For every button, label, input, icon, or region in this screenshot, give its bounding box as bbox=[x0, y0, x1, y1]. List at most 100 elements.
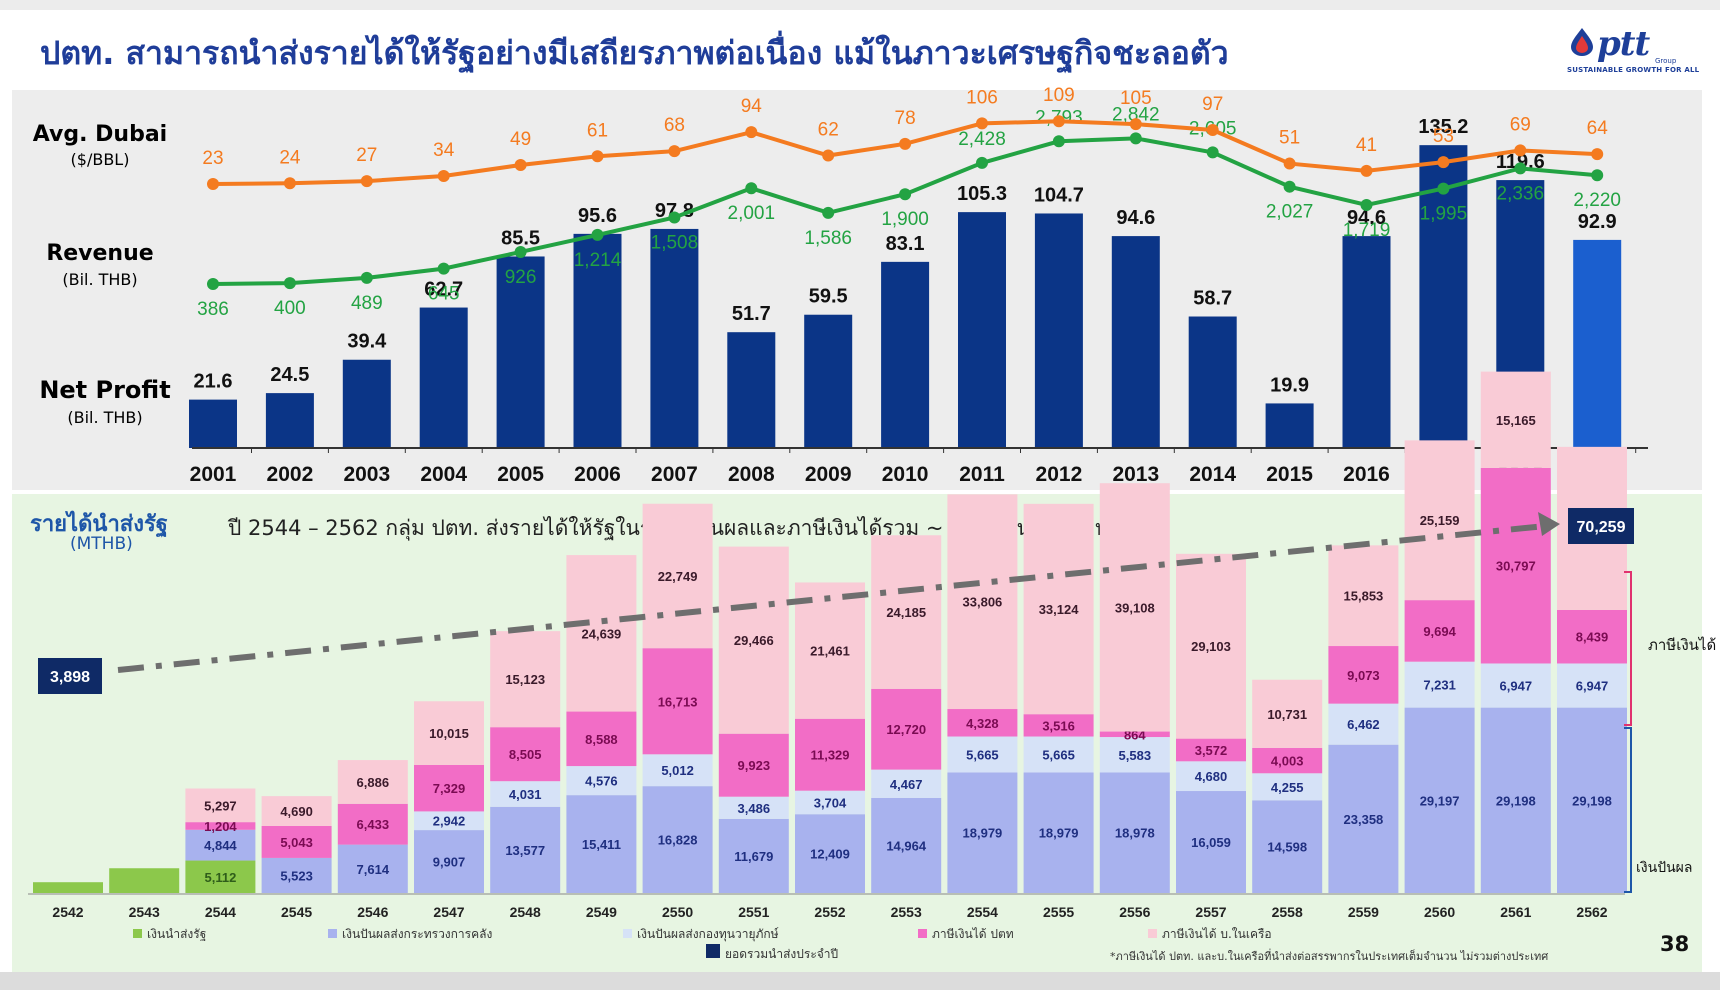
segment-value-label: 29,103 bbox=[1191, 639, 1231, 654]
profit-value-label: 24.5 bbox=[270, 364, 309, 386]
stacked-segment bbox=[795, 718, 865, 791]
segment-value-label: 4,680 bbox=[1195, 769, 1228, 784]
revenue-point bbox=[1591, 169, 1604, 182]
dubai-value-label: 24 bbox=[279, 147, 301, 168]
segment-value-label: 16,713 bbox=[658, 694, 698, 709]
stacked-segment bbox=[566, 711, 637, 767]
segment-value-label: 6,947 bbox=[1576, 679, 1609, 694]
segment-value-label: 2,942 bbox=[433, 814, 466, 829]
stacked-segment bbox=[795, 814, 865, 893]
segment-value-label: 14,598 bbox=[1267, 840, 1307, 855]
segment-value-label: 10,015 bbox=[429, 726, 469, 741]
revenue-value-label: 489 bbox=[351, 293, 383, 314]
segment-value-label: 11,679 bbox=[734, 849, 773, 864]
stacked-segment bbox=[185, 788, 256, 823]
stacked-segment bbox=[566, 795, 637, 893]
dubai-value-label: 97 bbox=[1202, 94, 1223, 115]
dubai-point bbox=[1129, 118, 1142, 131]
bottom-x-tick-label: 2551 bbox=[738, 904, 769, 920]
profit-bar bbox=[573, 233, 622, 448]
stacked-segment bbox=[1023, 736, 1094, 773]
stacked-segment bbox=[490, 806, 561, 893]
x-tick-label: 2013 bbox=[1112, 463, 1159, 486]
slide-title: ปตท. สามารถนำส่งรายได้ให้รัฐอย่างมีเสถีย… bbox=[40, 34, 1229, 72]
segment-value-label: 3,516 bbox=[1042, 718, 1075, 733]
segment-value-label: 30,797 bbox=[1496, 559, 1536, 574]
stacked-segment bbox=[718, 546, 789, 734]
stacked-segment bbox=[947, 772, 1018, 893]
stacked-segment bbox=[718, 796, 789, 819]
x-tick-label: 2008 bbox=[728, 463, 775, 486]
stacked-segment bbox=[1252, 679, 1323, 748]
revenue-value-label: 2,842 bbox=[1112, 104, 1160, 125]
profit-bar bbox=[1342, 236, 1391, 448]
bottom-unit: (MTHB) bbox=[70, 534, 133, 554]
legend-label: เงินนำส่งรัฐ bbox=[147, 927, 206, 941]
segment-value-label: 13,577 bbox=[505, 843, 545, 858]
stacked-segment bbox=[185, 822, 256, 830]
stacked-segment bbox=[261, 796, 332, 826]
revenue-point bbox=[668, 211, 681, 224]
legend-label: เงินปันผลส่งกระทรวงการคลัง bbox=[342, 927, 492, 941]
segment-value-label: 8,439 bbox=[1576, 630, 1609, 645]
dubai-label: Avg. Dubai bbox=[32, 122, 168, 147]
bottom-x-tick-label: 2550 bbox=[662, 904, 693, 920]
revenue-value-label: 2,336 bbox=[1497, 183, 1545, 204]
segment-value-label: 12,720 bbox=[886, 722, 926, 737]
segment-value-label: 5,043 bbox=[280, 835, 313, 850]
revenue-value-label: 2,428 bbox=[958, 129, 1006, 150]
revenue-point bbox=[1437, 182, 1450, 195]
dubai-point bbox=[1437, 156, 1450, 169]
bottom-x-tick-label: 2553 bbox=[891, 904, 922, 920]
bottom-x-tick-label: 2544 bbox=[205, 904, 236, 920]
profit-bar bbox=[1419, 145, 1468, 449]
x-tick-label: 2012 bbox=[1036, 463, 1083, 486]
stacked-segment bbox=[1404, 600, 1475, 662]
revenue-point bbox=[1360, 198, 1373, 211]
logo-word: ptt bbox=[1597, 24, 1650, 64]
stacked-segment bbox=[566, 766, 637, 796]
profit-value-label: 105.3 bbox=[957, 183, 1007, 205]
revenue-value-label: 1,995 bbox=[1420, 204, 1468, 225]
dubai-value-label: 105 bbox=[1120, 88, 1152, 109]
trend-arrow-head bbox=[1538, 512, 1560, 536]
x-tick-label: 2010 bbox=[882, 463, 929, 486]
legend-label: ยอดรวมนำส่งประจำปี bbox=[725, 947, 838, 961]
dubai-point bbox=[1591, 148, 1604, 161]
segment-value-label: 15,165 bbox=[1496, 413, 1536, 428]
x-tick-label: 2001 bbox=[190, 463, 237, 486]
profit-value-label: 104.7 bbox=[1034, 184, 1084, 206]
dubai-line bbox=[212, 119, 1598, 186]
stacked-segment bbox=[1099, 737, 1170, 773]
revenue-label: Revenue bbox=[46, 241, 154, 266]
x-tick-label: 2015 bbox=[1266, 463, 1313, 486]
stacked-segment bbox=[490, 781, 561, 807]
tax-bracket bbox=[1624, 571, 1632, 726]
stacked-segment bbox=[1176, 761, 1246, 792]
stacked-segment bbox=[1557, 609, 1627, 664]
dubai-point bbox=[437, 169, 450, 182]
segment-value-label: 5,665 bbox=[1042, 747, 1075, 762]
bottom-x-tick-label: 2561 bbox=[1500, 904, 1531, 920]
stacked-segment bbox=[1023, 714, 1094, 737]
profit-bar bbox=[1034, 213, 1083, 448]
segment-value-label: 3,572 bbox=[1195, 743, 1228, 758]
dubai-point bbox=[976, 117, 988, 130]
segment-value-label: 4,467 bbox=[890, 777, 923, 792]
segment-value-label: 4,003 bbox=[1271, 754, 1304, 769]
dubai-value-label: 51 bbox=[1279, 128, 1300, 149]
logo-tagline: SUSTAINABLE GROWTH FOR ALL bbox=[1567, 66, 1700, 74]
legend-swatch bbox=[706, 944, 720, 958]
profit-value-label: 135.2 bbox=[1418, 116, 1468, 138]
revenue-point bbox=[514, 245, 527, 258]
bottom-strip bbox=[0, 972, 1720, 990]
segment-value-label: 7,231 bbox=[1423, 678, 1456, 693]
profit-value-label: 95.6 bbox=[578, 205, 617, 227]
revenue-value-label: 2,220 bbox=[1573, 190, 1621, 211]
segment-value-label: 39,108 bbox=[1115, 600, 1155, 615]
segment-value-label: 18,979 bbox=[1039, 826, 1079, 841]
profit-value-label: 94.6 bbox=[1116, 207, 1155, 229]
stacked-segment bbox=[1404, 440, 1475, 601]
revenue-point bbox=[1514, 162, 1527, 175]
profit-bar bbox=[1188, 316, 1237, 448]
